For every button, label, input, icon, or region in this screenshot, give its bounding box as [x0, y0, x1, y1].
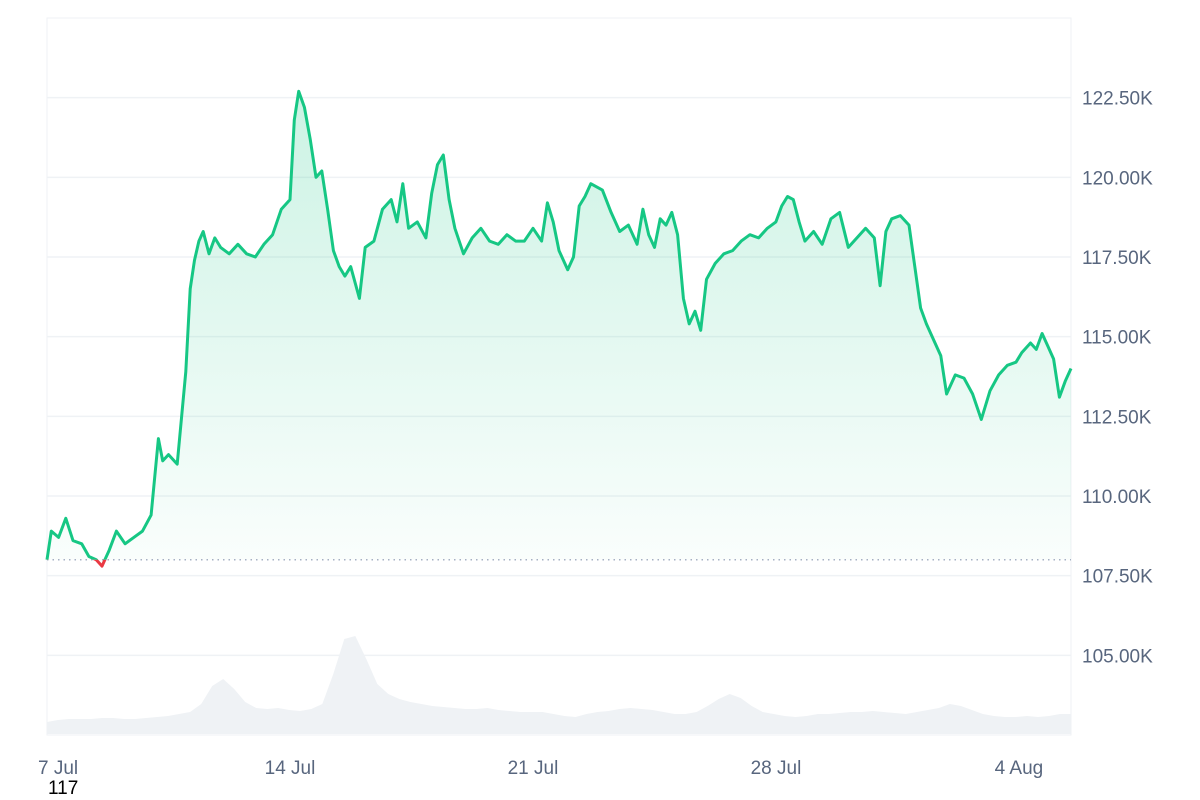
y-tick-label: 112.50K: [1082, 407, 1152, 428]
footer-label: 117: [48, 778, 79, 799]
volume-shape: [47, 636, 1071, 734]
x-axis-ticks: 7 Jul 14 Jul 21 Jul 28 Jul 4 Aug: [38, 758, 1043, 779]
x-tick-label: 7 Jul: [38, 758, 78, 779]
volume-area: [47, 636, 1071, 734]
y-tick-label: 110.00K: [1082, 487, 1152, 508]
y-axis-ticks: 105.00K 107.50K 110.00K 112.50K 115.00K 117.5…: [1082, 89, 1153, 668]
x-tick-label: 4 Aug: [995, 758, 1044, 779]
y-tick-label: 117.50K: [1082, 248, 1152, 269]
y-tick-label: 115.00K: [1082, 328, 1152, 349]
x-tick-label: 28 Jul: [751, 758, 802, 779]
y-tick-label: 107.50K: [1082, 567, 1153, 588]
y-tick-label: 120.00K: [1082, 168, 1153, 189]
x-tick-label: 21 Jul: [508, 758, 559, 779]
y-tick-label: 105.00K: [1082, 646, 1153, 667]
x-tick-label: 14 Jul: [265, 758, 316, 779]
price-line-up: [45, 89, 1073, 560]
price-area-fill: [47, 91, 1071, 567]
y-tick-label: 122.50K: [1082, 89, 1153, 110]
